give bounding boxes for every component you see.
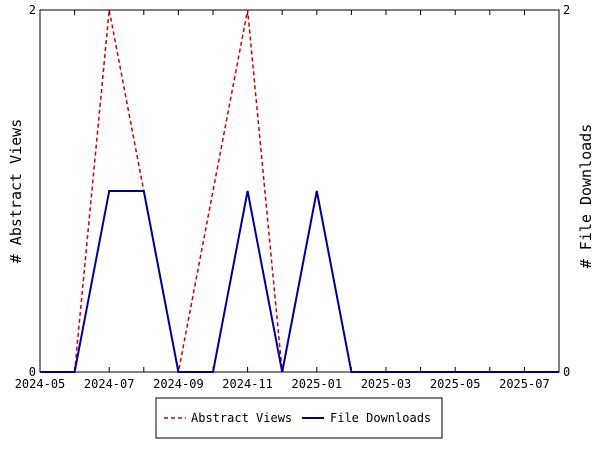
legend-label-abstract-views: Abstract Views	[191, 411, 292, 425]
x-tick-label: 2024-11	[222, 377, 273, 391]
y-right-tick-label: 2	[563, 3, 570, 17]
legend: Abstract Views File Downloads	[155, 397, 443, 439]
legend-box	[155, 397, 443, 439]
y-left-tick-label: 2	[29, 3, 36, 17]
y-axis-right-label: # File Downloads	[577, 124, 595, 269]
x-tick-label: 2025-05	[430, 377, 481, 391]
series-layer	[40, 9, 559, 373]
x-tick-label: 2025-01	[292, 377, 343, 391]
y-right-tick-label: 0	[563, 365, 570, 379]
x-tick-label: 2024-09	[153, 377, 204, 391]
x-tick-label: 2025-03	[361, 377, 412, 391]
y-axis-left-label: # Abstract Views	[7, 119, 25, 264]
series-line-file-downloads	[40, 190, 559, 373]
x-tick-label: 2024-05	[15, 377, 66, 391]
x-tick-label: 2025-07	[499, 377, 550, 391]
y-left-tick-label: 0	[29, 365, 36, 379]
legend-label-file-downloads: File Downloads	[330, 411, 431, 425]
x-tick-label: 2024-07	[84, 377, 135, 391]
